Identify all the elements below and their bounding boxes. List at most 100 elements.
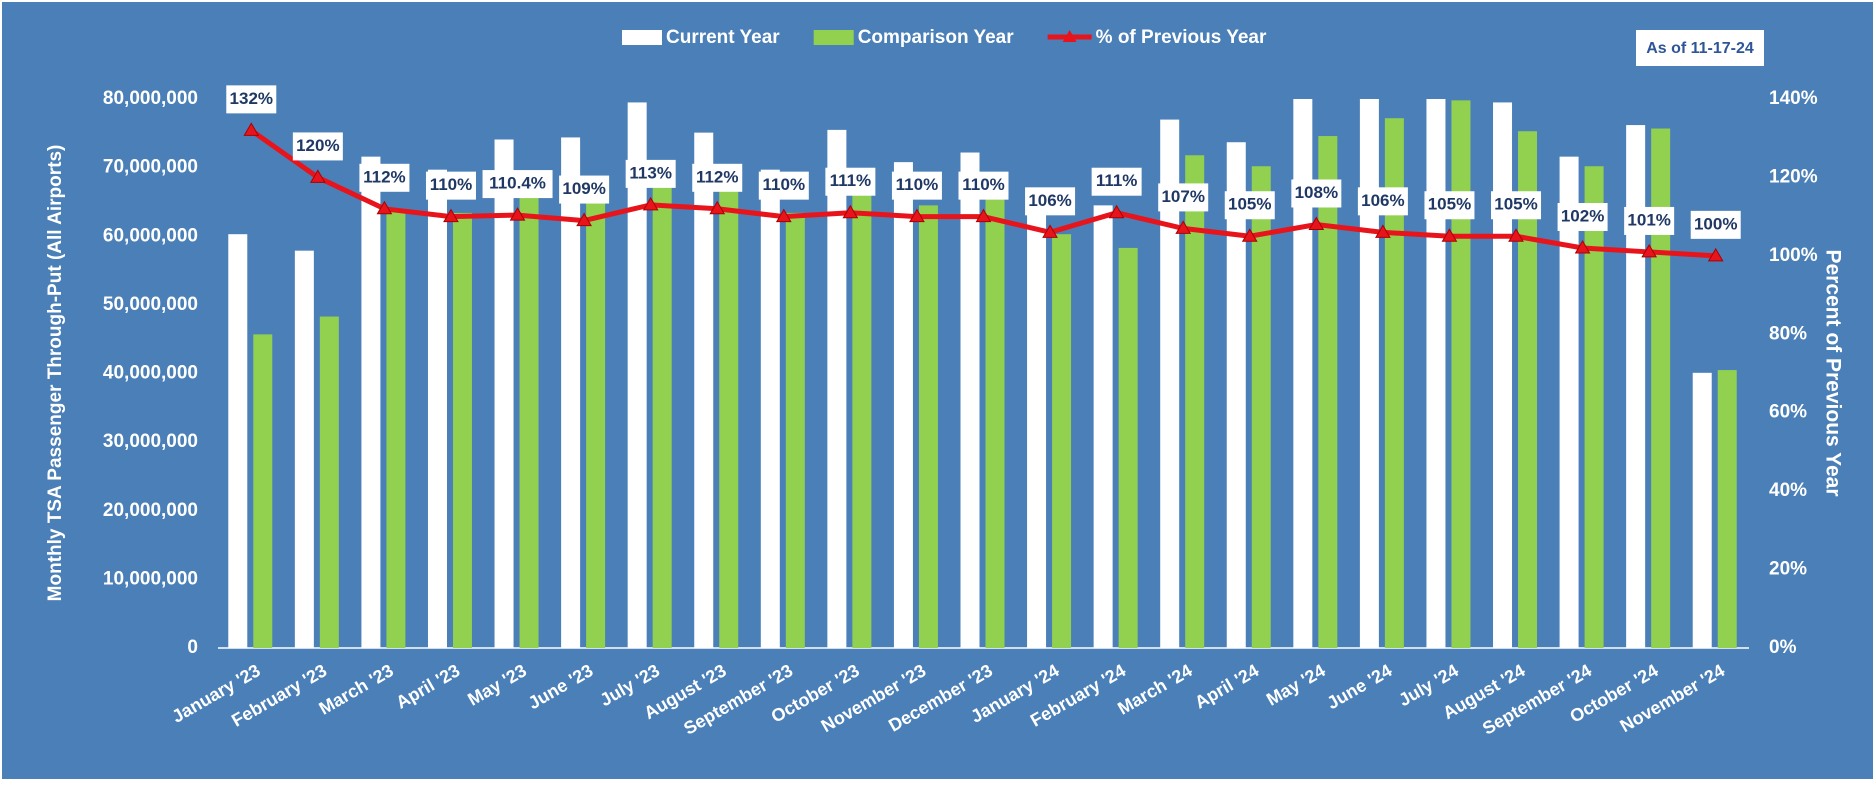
value-label-box [226, 85, 277, 114]
bar [386, 209, 406, 648]
value-label: 110% [430, 175, 473, 194]
value-label-box [1424, 191, 1475, 220]
bar [1584, 166, 1604, 648]
value-label: 101% [1627, 210, 1670, 229]
marker [709, 200, 726, 215]
marker [309, 169, 326, 183]
bar [1251, 166, 1271, 648]
date-label: As of 11-17-24 [1646, 40, 1754, 57]
value-label-box [625, 159, 676, 188]
value-label: 105% [1428, 195, 1471, 214]
bar [1626, 125, 1646, 648]
bar [1359, 99, 1379, 648]
value-label: 108% [1295, 183, 1338, 202]
value-label-box [1025, 187, 1076, 216]
y2-tick-label: 40% [1769, 480, 1807, 501]
value-label-box [359, 163, 410, 192]
bar [1027, 209, 1047, 648]
marker [1508, 228, 1524, 242]
bar [361, 156, 381, 648]
y2-axis-label: Percent of Previous Year [1821, 249, 1844, 496]
value-label-box [559, 175, 610, 204]
value-label: 109% [562, 179, 605, 198]
value-label: 105% [1494, 195, 1537, 214]
marker [243, 122, 260, 136]
value-label-box [1291, 179, 1342, 208]
marker [842, 204, 859, 219]
bar [918, 205, 938, 648]
y2-tick-label: 120% [1769, 166, 1818, 187]
legend-swatch [813, 30, 854, 45]
bar [694, 132, 714, 649]
y2-tick-label: 80% [1769, 323, 1807, 344]
bar [452, 212, 472, 649]
marker [443, 208, 459, 223]
y2-tick-label: 100% [1769, 245, 1818, 266]
value-label-box [292, 132, 343, 161]
value-label-box [482, 170, 553, 199]
bar [1318, 136, 1338, 648]
y2-tick-label: 140% [1769, 88, 1818, 109]
legend-swatch [622, 30, 662, 45]
marker [642, 196, 659, 211]
value-label: 106% [1028, 191, 1071, 210]
bar [1093, 205, 1113, 648]
bar [985, 197, 1005, 648]
value-label: 120% [296, 136, 339, 155]
value-label-box [1491, 191, 1542, 220]
marker [376, 200, 393, 215]
bar [319, 316, 339, 648]
bar [228, 234, 248, 648]
marker [509, 207, 526, 221]
legend-label: Comparison Year [858, 27, 1015, 48]
value-label: 113% [629, 163, 672, 182]
value-label: 110% [896, 175, 939, 194]
bar [494, 139, 514, 648]
y2-tick-label: 20% [1769, 559, 1807, 580]
value-label-box [958, 171, 1009, 200]
value-label-box [1357, 187, 1408, 216]
value-label: 112% [696, 167, 739, 186]
bar [652, 164, 672, 648]
value-label-box [825, 167, 876, 196]
bar [1052, 234, 1072, 648]
value-label: 100% [1694, 214, 1737, 233]
marker [909, 208, 925, 223]
legend-swatch [1062, 30, 1077, 42]
bar [1651, 128, 1671, 649]
y-tick-label: 20,000,000 [103, 500, 198, 521]
bar [1717, 370, 1737, 648]
bar [785, 212, 805, 649]
value-label: 111% [1096, 171, 1138, 190]
y2-tick-label: 60% [1769, 402, 1807, 423]
bar [519, 187, 539, 648]
bar [1293, 99, 1313, 648]
bar [1559, 156, 1579, 648]
y-tick-label: 30,000,000 [103, 431, 198, 452]
y-tick-label: 50,000,000 [103, 294, 198, 315]
value-label: 110% [763, 175, 806, 194]
y-tick-label: 0 [187, 637, 198, 658]
value-label-box [1557, 203, 1608, 232]
bar [893, 162, 913, 648]
marker [1175, 220, 1192, 234]
y-tick-label: 70,000,000 [103, 157, 198, 178]
bar [586, 179, 606, 648]
value-label: 107% [1161, 187, 1204, 206]
bar [1692, 372, 1712, 648]
y-tick-label: 10,000,000 [103, 568, 198, 589]
legend-label: Current Year [666, 27, 780, 48]
bar [1518, 131, 1538, 648]
y2-tick-label: 0% [1769, 637, 1797, 658]
marker [1375, 224, 1391, 238]
marker [1308, 216, 1325, 230]
value-label: 110% [962, 175, 1005, 194]
value-label: 112% [363, 167, 406, 186]
value-label: 110.4% [489, 174, 546, 193]
bar [1451, 100, 1471, 648]
value-label-box [1624, 206, 1675, 235]
bar [719, 187, 739, 648]
y-tick-label: 80,000,000 [103, 88, 198, 109]
value-label-box [891, 171, 942, 200]
value-label-box [1091, 167, 1142, 196]
